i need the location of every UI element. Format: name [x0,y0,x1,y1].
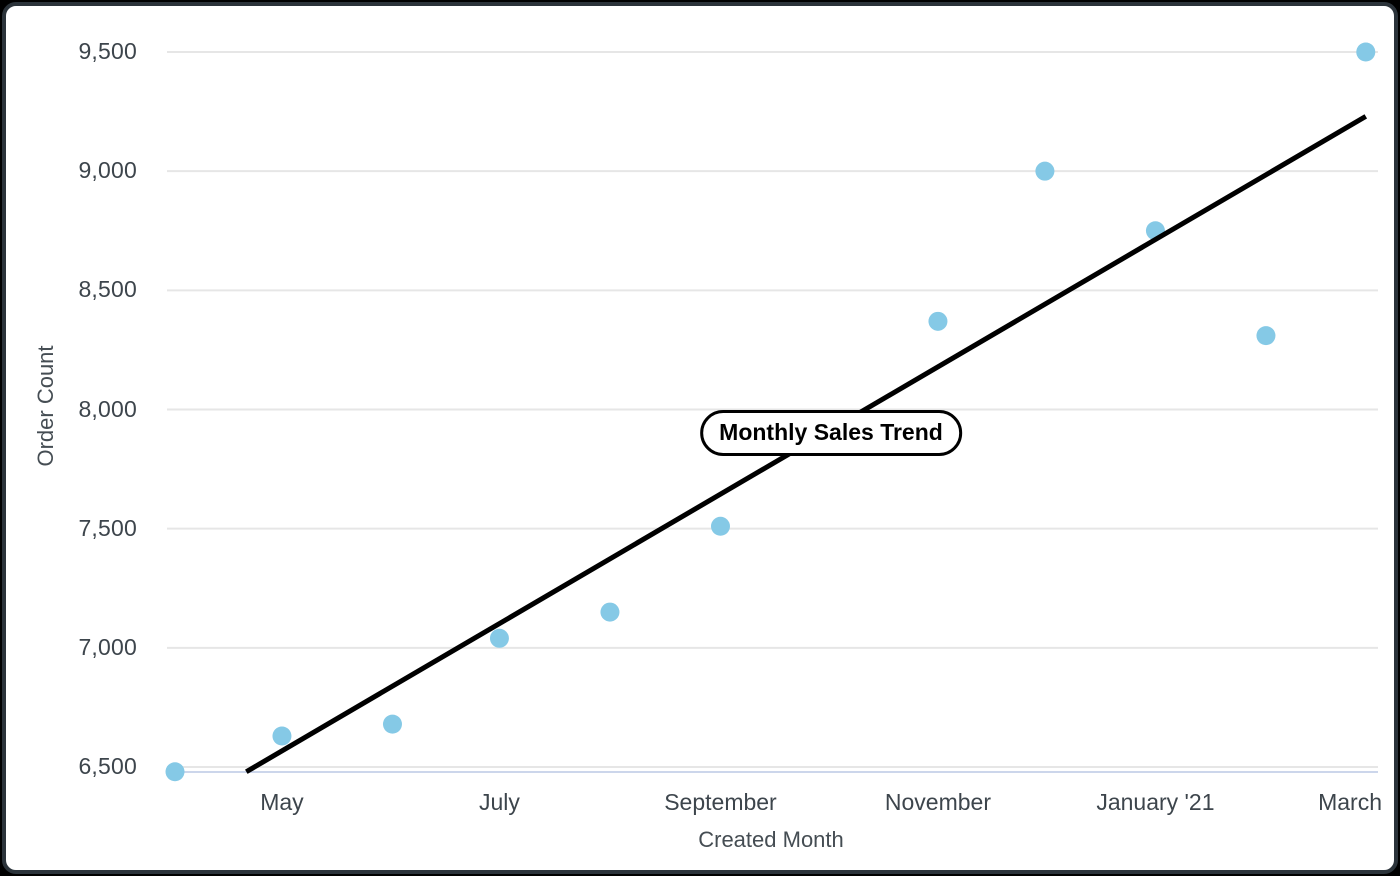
data-point-november[interactable] [928,311,948,331]
x-axis-tick-label: July [478,789,520,815]
y-axis-tick-label: 9,000 [78,157,137,184]
x-axis-tick-label: September [664,789,777,815]
data-point-april[interactable] [165,762,185,782]
data-point-september[interactable] [710,516,730,536]
data-point-june[interactable] [382,714,402,734]
trend-annotation-label: Monthly Sales Trend [700,410,962,457]
x-axis-title: Created Month [698,827,844,852]
data-point-july[interactable] [489,628,509,648]
data-point-august[interactable] [600,602,620,622]
data-point-march[interactable] [1356,42,1376,62]
x-axis-tick-label: November [884,789,991,815]
x-axis-tick-label: March [1318,789,1382,815]
x-axis-tick-label: May [260,789,304,815]
y-axis-tick-label: 8,000 [78,395,137,422]
data-point-december[interactable] [1035,161,1055,181]
data-point-february[interactable] [1256,326,1276,346]
x-axis-tick-label: January '21 [1096,789,1215,815]
y-axis-tick-label: 9,500 [78,37,137,64]
y-axis-title: Order Count [33,345,58,467]
y-axis-tick-label: 7,000 [78,633,137,660]
y-axis-tick-label: 6,500 [78,752,137,779]
y-axis-tick-label: 8,500 [78,276,137,303]
y-axis-tick-label: 7,500 [78,514,137,541]
data-point-may[interactable] [272,726,292,746]
